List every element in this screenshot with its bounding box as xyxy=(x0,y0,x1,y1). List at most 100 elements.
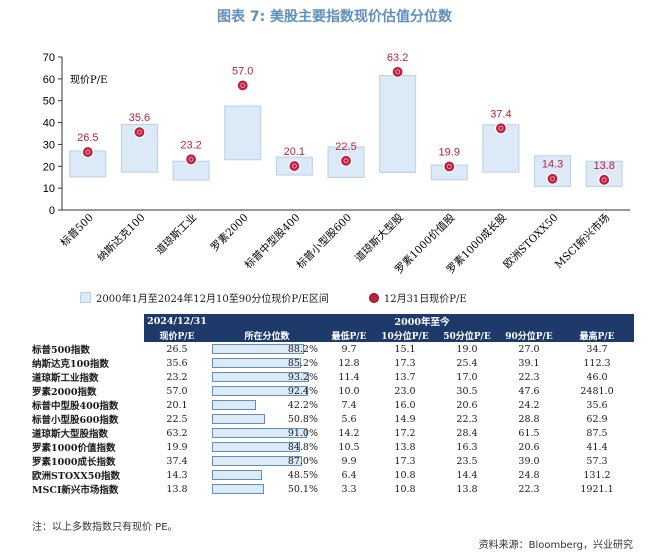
footnote: 注：以上多数指数只有现价 PE。 xyxy=(32,522,178,533)
row-percentile-cell: 50.8% xyxy=(210,412,324,426)
row-index-name: 纳斯达克100指数 xyxy=(32,359,109,370)
row-p90-value: 24.8 xyxy=(518,469,540,481)
legend-label-range: 2000年1月至2024年12月10至90分位现价P/E区间 xyxy=(96,294,329,305)
row-min-value: 5.6 xyxy=(341,413,357,425)
row-max-value: 41.4 xyxy=(586,441,608,453)
percentile-bar xyxy=(212,386,309,396)
y-tick-label: 0 xyxy=(49,205,55,217)
data-label: 26.5 xyxy=(77,132,98,144)
x-tick-label: 罗素2000 xyxy=(208,211,251,254)
legend-swatch-current xyxy=(368,292,379,303)
table-row: 标普小型股600指数 22.5 50.8% 5.6 14.9 22.3 28.8 62.9 xyxy=(32,412,634,427)
header-p90-pe: 90分位P/E xyxy=(498,328,560,342)
row-percentile-cell: 85.2% xyxy=(210,356,324,370)
row-p10-value: 17.2 xyxy=(394,427,416,439)
row-p90-value: 20.6 xyxy=(518,441,540,453)
row-min-value: 10.0 xyxy=(338,385,360,397)
header-max-pe: 最高P/E xyxy=(560,328,634,342)
y-tick-label: 50 xyxy=(43,96,55,108)
y-tick-label: 70 xyxy=(43,52,55,64)
row-max-value: 1921.1 xyxy=(580,483,614,495)
percentile-bar xyxy=(212,400,256,410)
y-tick-label: 60 xyxy=(43,74,55,86)
current-dot xyxy=(236,79,249,92)
percentile-bar xyxy=(212,358,301,368)
row-max-value: 34.7 xyxy=(586,343,608,355)
row-p90-value: 24.2 xyxy=(518,399,540,411)
row-percentile-cell: 92.4% xyxy=(210,384,324,398)
data-label: 20.1 xyxy=(284,146,305,158)
row-min-value: 10.5 xyxy=(338,441,360,453)
header-min-pe: 最低P/E xyxy=(324,328,374,342)
source-text: 资料来源：Bloomberg，兴业研究 xyxy=(478,540,633,551)
percentile-value: 93.2% xyxy=(287,371,318,383)
current-dot-inner xyxy=(446,164,452,169)
y-tick-label: 20 xyxy=(43,161,55,173)
table-row: 标普中型股400指数 20.1 42.2% 7.4 16.0 20.6 24.2 35.6 xyxy=(32,398,634,413)
table-row: 道琼斯工业指数 23.2 93.2% 11.4 13.7 17.0 22.3 46.0 xyxy=(32,370,634,385)
range-dot-chart: 0 10 20 30 40 50 60 70 现价P/E 26.5 标普500 35.6 纳斯达克100… xyxy=(43,52,630,276)
row-min-value: 14.2 xyxy=(338,427,360,439)
current-dot xyxy=(494,122,508,135)
row-cur-value: 26.5 xyxy=(166,343,188,355)
current-dot xyxy=(288,159,301,173)
y-tick-label: 40 xyxy=(43,118,55,130)
table-row: 标普500指数 26.5 88.2% 9.7 15.1 19.0 27.0 34.7 xyxy=(32,342,634,357)
chart-title: 图表 7: 美股主要指数现价估值分位数 xyxy=(216,9,453,25)
row-max-value: 46.0 xyxy=(586,371,608,383)
row-cur-value: 20.1 xyxy=(166,399,188,411)
row-p50-value: 20.6 xyxy=(456,399,478,411)
legend-item-range: 2000年1月至2024年12月10至90分位现价P/E区间 xyxy=(80,290,329,305)
table-header-row-1: 2024/12/31 2000年至今 xyxy=(32,314,634,328)
current-dot-inner xyxy=(343,158,349,164)
x-tick-label: 欧洲STOXX50 xyxy=(501,212,560,271)
row-p50-value: 25.4 xyxy=(456,357,478,369)
row-index-name: 标普小型股600指数 xyxy=(32,415,119,426)
row-cur-value: 13.8 xyxy=(166,483,188,495)
x-tick-label: 道琼斯工业 xyxy=(153,211,199,257)
row-p10-value: 10.8 xyxy=(394,469,416,481)
row-p90-value: 39.0 xyxy=(518,455,540,467)
x-tick-label: 道琼斯大型股 xyxy=(352,211,406,265)
percentile-value: 50.8% xyxy=(287,413,318,425)
row-p10-value: 23.0 xyxy=(394,385,416,397)
data-label: 23.2 xyxy=(180,139,201,151)
row-p10-value: 13.7 xyxy=(394,371,416,383)
row-cur-value: 19.9 xyxy=(166,441,188,453)
row-p50-value: 14.4 xyxy=(456,469,478,481)
current-dot xyxy=(391,65,404,78)
current-dot-inner xyxy=(395,69,401,75)
data-label: 19.9 xyxy=(439,147,460,159)
table-row: 罗素2000指数 57.0 92.4% 10.0 23.0 30.5 47.6 2481.0 xyxy=(32,384,634,399)
percentile-value: 48.5% xyxy=(287,469,318,481)
percentile-value: 50.1% xyxy=(287,483,318,495)
percentile-bar xyxy=(212,344,304,354)
row-percentile-cell: 87.0% xyxy=(210,454,324,468)
row-p90-value: 27.0 xyxy=(518,343,540,355)
percentile-value: 88.2% xyxy=(287,343,318,355)
data-label: 57.0 xyxy=(232,65,253,77)
current-dot-inner xyxy=(137,129,142,135)
x-tick-label: MSCI新兴市场 xyxy=(552,211,612,271)
percentile-value: 87.0% xyxy=(287,455,318,467)
header-date: 2024/12/31 xyxy=(144,314,210,328)
y-tick-label: 30 xyxy=(43,139,55,151)
percentile-value: 91.0% xyxy=(287,427,318,439)
table-corner-2 xyxy=(32,328,144,342)
row-p10-value: 17.3 xyxy=(394,357,416,369)
data-label: 22.5 xyxy=(335,141,356,153)
row-p50-value: 30.5 xyxy=(456,385,478,397)
table-body: 标普500指数 26.5 88.2% 9.7 15.1 19.0 27.0 34.7 纳斯达克1… xyxy=(32,342,634,497)
x-tick-label: 标普中型股400 xyxy=(242,211,302,271)
legend-swatch-range xyxy=(80,292,91,303)
percentile-value: 85.2% xyxy=(287,357,318,369)
row-min-value: 9.7 xyxy=(341,343,357,355)
row-cur-value: 35.6 xyxy=(166,357,188,369)
legend-item-current: 12月31日现价P/E xyxy=(368,290,467,305)
current-dot xyxy=(443,160,456,173)
data-label: 63.2 xyxy=(387,52,408,64)
y-axis-label: 现价P/E xyxy=(70,74,107,86)
row-p90-value: 22.3 xyxy=(518,371,540,383)
row-index-name: 罗素1000价值指数 xyxy=(32,443,116,454)
row-percentile-cell: 91.0% xyxy=(210,426,324,440)
